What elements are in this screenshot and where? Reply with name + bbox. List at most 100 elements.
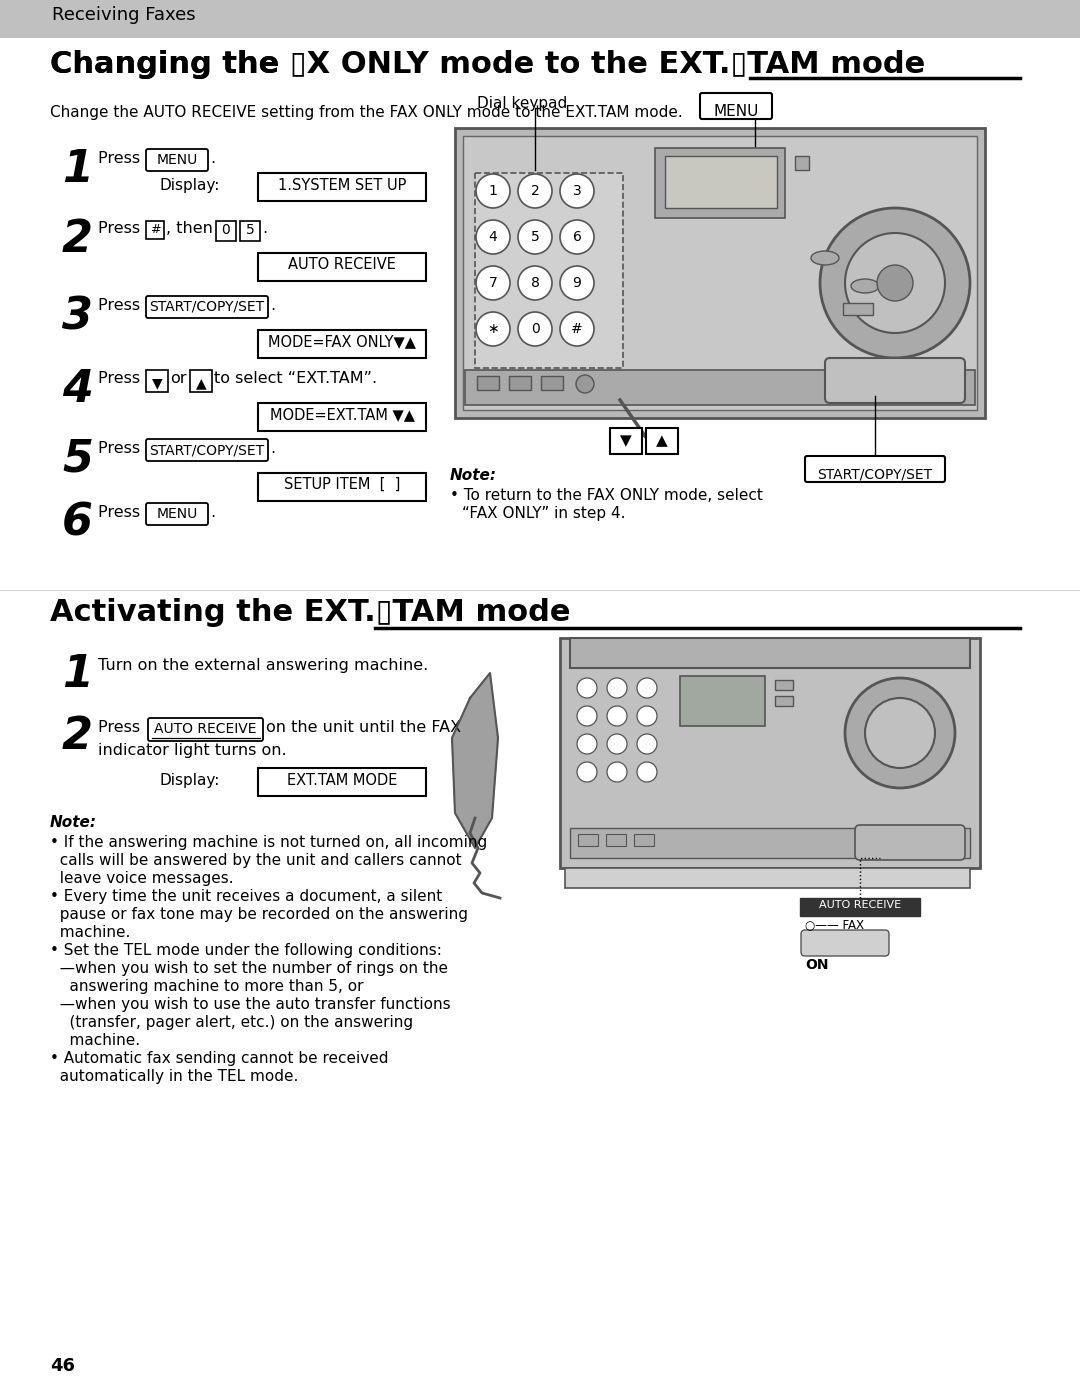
Text: indicator light turns on.: indicator light turns on. <box>98 743 286 759</box>
Circle shape <box>518 265 552 300</box>
Text: ▼: ▼ <box>151 376 162 390</box>
Circle shape <box>576 374 594 393</box>
Circle shape <box>577 678 597 698</box>
Bar <box>258 402 426 432</box>
Text: to select “EXT.TAM”.: to select “EXT.TAM”. <box>214 372 377 386</box>
Text: or: or <box>170 372 187 386</box>
Bar <box>463 136 977 409</box>
Bar <box>190 370 212 393</box>
Bar <box>775 680 793 690</box>
Circle shape <box>518 312 552 346</box>
Bar <box>477 376 499 390</box>
Circle shape <box>607 733 627 754</box>
Circle shape <box>577 705 597 726</box>
Circle shape <box>561 265 594 300</box>
Bar <box>465 370 975 405</box>
Bar <box>258 474 426 502</box>
Bar <box>565 868 970 888</box>
Text: ▲: ▲ <box>657 433 667 448</box>
Bar <box>800 898 920 916</box>
Circle shape <box>518 175 552 208</box>
Text: ○—— FAX: ○—— FAX <box>805 918 864 930</box>
Text: SETUP ITEM  [  ]: SETUP ITEM [ ] <box>284 476 401 492</box>
Text: calls will be answered by the unit and callers cannot: calls will be answered by the unit and c… <box>50 854 461 868</box>
Text: • To return to the FAX ONLY mode, select: • To return to the FAX ONLY mode, select <box>450 488 762 503</box>
Text: “FAX ONLY” in step 4.: “FAX ONLY” in step 4. <box>462 506 625 521</box>
Circle shape <box>577 761 597 782</box>
Circle shape <box>577 733 597 754</box>
Text: • Set the TEL mode under the following conditions:: • Set the TEL mode under the following c… <box>50 943 442 958</box>
Text: START/COPY/SET: START/COPY/SET <box>818 468 932 482</box>
Text: Activating the EXT.▯TAM mode: Activating the EXT.▯TAM mode <box>50 598 570 627</box>
Text: Press: Press <box>98 719 145 735</box>
Text: 1: 1 <box>488 184 498 198</box>
Text: 5: 5 <box>62 439 93 481</box>
Text: MENU: MENU <box>157 154 198 168</box>
FancyBboxPatch shape <box>825 358 966 402</box>
Bar <box>578 834 598 847</box>
FancyBboxPatch shape <box>805 455 945 482</box>
Text: leave voice messages.: leave voice messages. <box>50 870 233 886</box>
Polygon shape <box>453 673 498 848</box>
Text: Note:: Note: <box>50 814 97 830</box>
Bar <box>606 834 626 847</box>
Text: 0: 0 <box>221 224 230 237</box>
Circle shape <box>561 219 594 254</box>
Ellipse shape <box>811 251 839 265</box>
Bar <box>654 148 785 218</box>
Text: 0: 0 <box>530 321 539 337</box>
Text: Press: Press <box>98 298 145 313</box>
Text: #: # <box>150 224 160 236</box>
Text: 1: 1 <box>62 148 93 191</box>
Bar <box>509 376 531 390</box>
Text: AUTO RECEIVE: AUTO RECEIVE <box>153 722 256 736</box>
Text: .: . <box>262 221 267 236</box>
Text: #: # <box>571 321 583 337</box>
Text: Press: Press <box>98 504 145 520</box>
Text: 4: 4 <box>488 231 498 244</box>
Circle shape <box>561 175 594 208</box>
Circle shape <box>845 678 955 788</box>
Text: EXT.TAM MODE: EXT.TAM MODE <box>287 773 397 788</box>
Text: START/COPY/SET: START/COPY/SET <box>149 443 265 457</box>
Text: .: . <box>270 441 275 455</box>
Circle shape <box>820 208 970 358</box>
Text: AUTO RECEIVE: AUTO RECEIVE <box>819 900 901 909</box>
Text: pause or fax tone may be recorded on the answering: pause or fax tone may be recorded on the… <box>50 907 468 922</box>
Text: Display:: Display: <box>160 177 220 193</box>
Bar <box>258 173 426 201</box>
Text: MENU: MENU <box>713 103 758 119</box>
Text: 5: 5 <box>245 224 255 237</box>
Text: 3: 3 <box>62 295 93 338</box>
Text: ▲: ▲ <box>195 376 206 390</box>
Circle shape <box>637 705 657 726</box>
FancyBboxPatch shape <box>146 149 208 170</box>
Circle shape <box>607 761 627 782</box>
Text: MODE=FAX ONLY▼▲: MODE=FAX ONLY▼▲ <box>268 334 416 349</box>
Text: answering machine to more than 5, or: answering machine to more than 5, or <box>50 979 364 995</box>
FancyBboxPatch shape <box>146 439 268 461</box>
Bar <box>843 303 873 314</box>
Text: —when you wish to set the number of rings on the: —when you wish to set the number of ring… <box>50 961 448 977</box>
Text: 46: 46 <box>50 1356 75 1375</box>
FancyBboxPatch shape <box>146 503 208 525</box>
Text: .: . <box>270 298 275 313</box>
Circle shape <box>561 312 594 346</box>
Text: 8: 8 <box>530 277 539 291</box>
Text: Press: Press <box>98 221 145 236</box>
Text: ∗: ∗ <box>487 321 499 337</box>
Circle shape <box>865 698 935 768</box>
Text: , then: , then <box>166 221 218 236</box>
Text: 2: 2 <box>530 184 539 198</box>
Bar <box>795 156 809 170</box>
Text: 2: 2 <box>62 218 93 261</box>
Text: Turn on the external answering machine.: Turn on the external answering machine. <box>98 658 429 673</box>
FancyBboxPatch shape <box>700 94 772 119</box>
Circle shape <box>637 761 657 782</box>
Bar <box>570 828 970 858</box>
Bar <box>146 221 164 239</box>
Text: (transfer, pager alert, etc.) on the answering: (transfer, pager alert, etc.) on the ans… <box>50 1016 414 1030</box>
Circle shape <box>877 265 913 300</box>
Bar <box>775 696 793 705</box>
Ellipse shape <box>851 279 879 293</box>
